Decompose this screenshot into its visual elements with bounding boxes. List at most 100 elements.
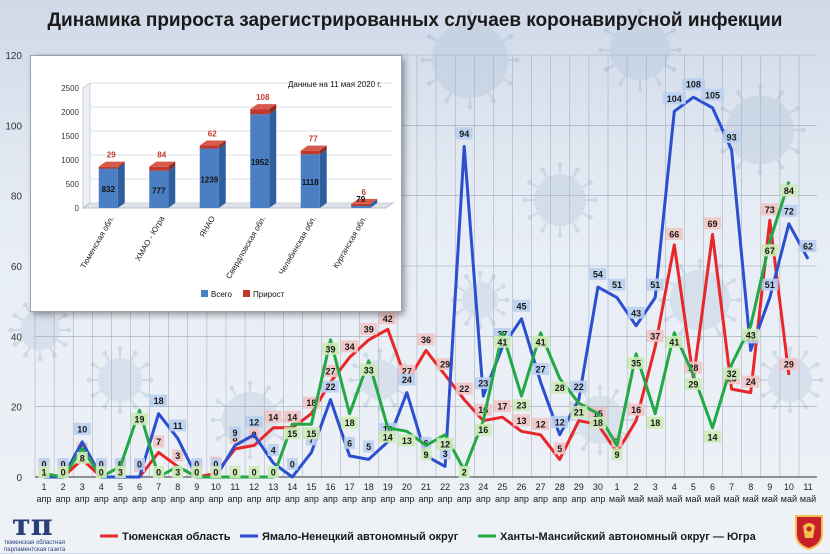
- x-tick-month: апр: [361, 494, 376, 504]
- data-label-yanao: 10: [77, 424, 87, 434]
- x-tick-month: май: [628, 494, 644, 504]
- bar-growth-label: 84: [157, 151, 166, 160]
- y-tick-label: 60: [11, 262, 23, 273]
- y-tick-label: 2000: [61, 108, 79, 117]
- bar-chart-panel: 0 500 1000 1500 2000 2500 Данные на 11 мая 202…: [30, 55, 402, 312]
- data-label-yanao: 6: [423, 438, 428, 448]
- data-label-bg: [38, 466, 50, 478]
- data-label-khmao: 18: [593, 418, 603, 428]
- x-tick-month: апр: [285, 494, 300, 504]
- bar-total: [300, 154, 320, 208]
- x-tick-month: апр: [552, 494, 567, 504]
- data-label-bg: [379, 430, 397, 443]
- x-tick-month: май: [800, 494, 816, 504]
- data-label-bg: [780, 358, 798, 371]
- x-tick-month: апр: [56, 494, 71, 504]
- data-label-yanao: 51: [650, 280, 660, 290]
- data-label-khmao: 84: [784, 186, 794, 196]
- plot-floor: [81, 202, 395, 209]
- data-label-bg: [341, 416, 359, 429]
- x-tick-label: 16: [325, 482, 335, 492]
- data-label-bg: [95, 466, 107, 478]
- data-label-khmao: 18: [650, 418, 660, 428]
- data-label-bg: [38, 458, 50, 470]
- data-label-bg: [131, 413, 148, 426]
- data-label-khmao: 39: [325, 344, 335, 354]
- bar-growth-top: [98, 161, 125, 167]
- data-label-bg: [799, 239, 817, 252]
- data-label-yanao: 9: [232, 428, 237, 438]
- data-label-khmao: 8: [80, 453, 85, 463]
- plot-side-wall: [82, 82, 91, 209]
- data-label-tyumen: 37: [650, 331, 660, 341]
- x-tick-label: 8: [748, 482, 753, 492]
- x-tick-label: 13: [268, 482, 278, 492]
- x-tick-label: 29: [574, 482, 584, 492]
- bar-growth-side: [269, 104, 277, 115]
- data-label-bg: [439, 447, 451, 460]
- bar-growth-side: [370, 198, 378, 205]
- category-label: ЯНАО: [198, 215, 217, 239]
- bar-total: [98, 168, 118, 208]
- data-label-bg: [704, 217, 721, 230]
- bar-total-label: 79: [356, 195, 365, 204]
- data-label-bg: [379, 312, 397, 325]
- data-label-yanao: 5: [366, 442, 371, 452]
- data-label-yanao: 23: [478, 379, 488, 389]
- data-label-bg: [611, 448, 623, 461]
- legend-label-khmao: Ханты-Мансийский автономный округ — Югра: [500, 531, 757, 543]
- x-tick-month: апр: [495, 494, 510, 504]
- data-label-bg: [172, 449, 184, 462]
- x-tick-label: 9: [194, 482, 199, 492]
- x-tick-month: май: [743, 494, 759, 504]
- bar-growth-side: [319, 145, 327, 155]
- x-tick-month: апр: [94, 494, 109, 504]
- data-label-khmao: 0: [99, 468, 104, 478]
- x-tick-month: май: [666, 494, 682, 504]
- data-label-bg: [322, 380, 339, 393]
- data-label-khmao: 35: [631, 358, 641, 368]
- data-label-bg: [114, 466, 126, 478]
- bar-total-side: [319, 149, 327, 208]
- data-label-khmao: 29: [688, 380, 698, 390]
- x-tick-label: 14: [287, 482, 297, 492]
- data-label-khmao: 3: [175, 468, 180, 478]
- x-tick-label: 5: [691, 482, 696, 492]
- data-label-khmao: 0: [232, 468, 237, 478]
- data-label-khmao: 0: [156, 468, 161, 478]
- x-tick-month: апр: [113, 494, 128, 504]
- data-label-khmao: 28: [555, 383, 565, 393]
- logo-caption: тюменская областная парламентская газета: [4, 540, 66, 553]
- data-label-tyumen: 24: [746, 377, 756, 387]
- bar-growth: [300, 150, 320, 155]
- data-label-bg: [513, 414, 530, 427]
- data-label-tyumen: 12: [536, 419, 546, 429]
- data-label-bg: [305, 433, 317, 446]
- bar-total-label: 1118: [302, 178, 319, 187]
- data-label-bg: [532, 363, 550, 376]
- data-label-bg: [134, 458, 145, 470]
- data-label-bg: [286, 458, 298, 470]
- data-label-tyumen: 27: [402, 367, 412, 377]
- x-tick-label: 10: [784, 482, 794, 492]
- data-label-bg: [73, 422, 91, 435]
- data-label-bg: [150, 394, 168, 407]
- data-label-tyumen: 29: [784, 360, 794, 370]
- data-label-khmao: 0: [213, 468, 218, 478]
- data-label-yanao: 62: [803, 241, 813, 251]
- category-label: ХМАО - Югра: [133, 214, 166, 263]
- data-label-yanao: 0: [194, 460, 199, 470]
- x-tick-month: апр: [419, 494, 434, 504]
- x-tick-label: 26: [516, 482, 526, 492]
- x-tick-month: апр: [590, 494, 605, 504]
- x-tick-label: 1: [614, 482, 619, 492]
- data-label-khmao: 43: [746, 330, 756, 340]
- data-label-tyumen: 18: [306, 398, 316, 408]
- bar-total-label: 777: [152, 186, 166, 195]
- data-label-yanao: 18: [154, 396, 164, 406]
- x-tick-label: 4: [672, 482, 677, 492]
- data-label-bg: [551, 381, 569, 394]
- bar-growth-label: 108: [256, 93, 270, 102]
- category-label: Курганская обл.: [331, 215, 368, 270]
- bar-total: [149, 170, 169, 208]
